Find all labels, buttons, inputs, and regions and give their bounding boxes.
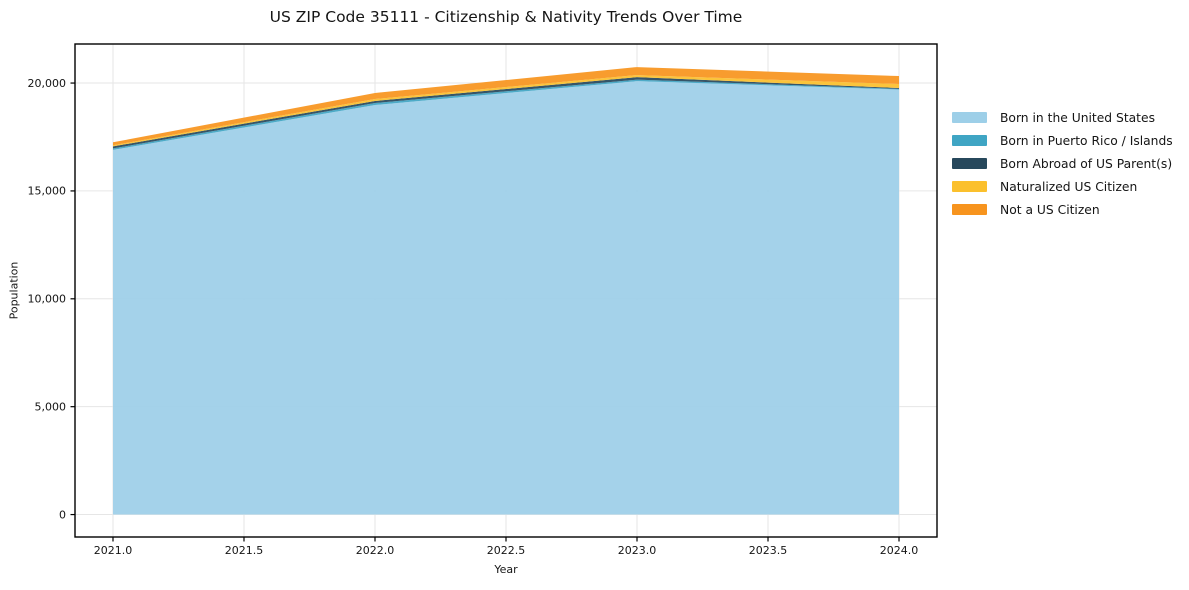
x-tick-label: 2024.0: [880, 544, 919, 557]
x-tick-label: 2023.5: [749, 544, 788, 557]
legend-label: Naturalized US Citizen: [1000, 179, 1138, 194]
x-tick-label: 2021.0: [94, 544, 133, 557]
legend-item: Born in the United States: [952, 106, 1184, 129]
legend-label: Not a US Citizen: [1000, 202, 1100, 217]
legend-item: Naturalized US Citizen: [952, 175, 1184, 198]
chart-title: US ZIP Code 35111 - Citizenship & Nativi…: [269, 8, 743, 26]
y-tick-label: 0: [59, 508, 66, 521]
x-tick-label: 2023.0: [618, 544, 657, 557]
area-band: [112, 67, 900, 146]
x-tick-label: 2022.5: [487, 544, 526, 557]
x-axis-label: Year: [494, 563, 518, 576]
legend-item: Not a US Citizen: [952, 198, 1184, 221]
legend-swatch-icon: [952, 112, 987, 123]
x-tick-label: 2022.0: [356, 544, 395, 557]
legend-swatch-icon: [952, 181, 987, 192]
legend: Born in the United States Born in Puerto …: [952, 106, 1184, 221]
legend-item: Born in Puerto Rico / Islands: [952, 129, 1184, 152]
legend-item: Born Abroad of US Parent(s): [952, 152, 1184, 175]
y-tick-label: 10,000: [28, 293, 67, 306]
legend-label: Born in Puerto Rico / Islands: [1000, 133, 1173, 148]
y-tick-label: 20,000: [28, 77, 67, 90]
legend-label: Born Abroad of US Parent(s): [1000, 156, 1173, 171]
x-tick-label: 2021.5: [225, 544, 264, 557]
area-band: [112, 81, 900, 515]
legend-swatch-icon: [952, 204, 987, 215]
area-band: [112, 79, 900, 150]
legend-label: Born in the United States: [1000, 110, 1155, 125]
y-tick-label: 15,000: [28, 185, 67, 198]
y-axis-label: Population: [7, 261, 21, 320]
y-tick-label: 5,000: [35, 400, 67, 413]
area-band: [112, 75, 900, 147]
legend-swatch-icon: [952, 135, 987, 146]
legend-swatch-icon: [952, 158, 987, 169]
